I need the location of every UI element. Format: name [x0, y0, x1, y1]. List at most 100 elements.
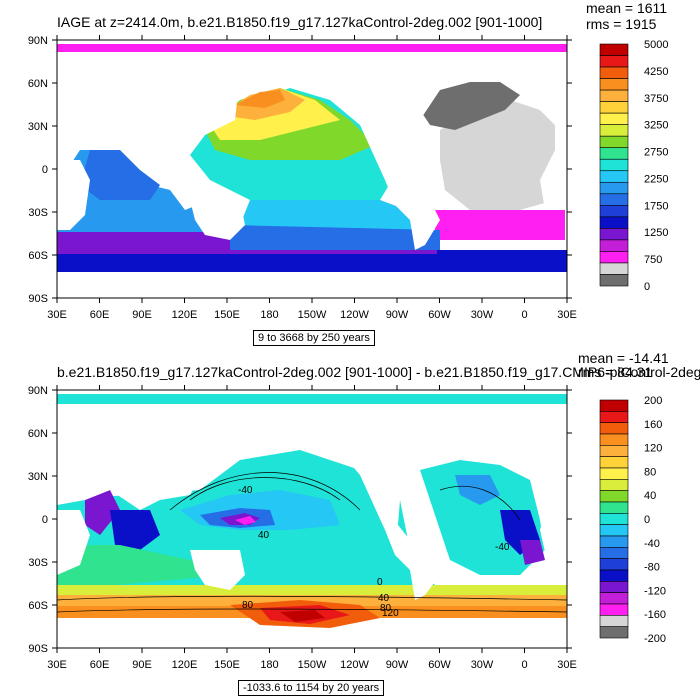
contour-label: 40 — [258, 530, 270, 541]
colorbar-swatch — [599, 422, 629, 435]
top-chart-panel: IAGE at z=2414.0m, b.e21.B1850.f19_g17.1… — [28, 0, 668, 346]
colorbar-label: 3250 — [644, 120, 668, 132]
contour-label: 40 — [378, 593, 390, 604]
colorbar-swatch — [599, 535, 629, 548]
colorbar-swatch — [599, 55, 629, 68]
colorbar-swatch — [599, 433, 629, 446]
colorbar-label: 1250 — [644, 227, 668, 239]
colorbar-swatch — [599, 569, 629, 582]
bottom-map-svg: -40 40 0 40 80 120 80 -40 30E 60E 90E 120E 1… — [28, 385, 666, 671]
colorbar-swatch — [599, 89, 629, 102]
land-mass — [520, 445, 567, 565]
field-region — [435, 210, 565, 240]
colorbar-swatch — [599, 112, 629, 125]
y-tick-label: 90N — [28, 385, 48, 397]
x-tick-label: 90E — [132, 309, 152, 321]
colorbar-label: -120 — [644, 585, 666, 597]
x-tick-label: 60W — [428, 309, 451, 321]
colorbar-swatch — [599, 626, 629, 639]
colorbar-swatch — [599, 170, 629, 183]
field-region — [57, 545, 230, 590]
y-tick-label: 60N — [28, 78, 48, 90]
colorbar-swatch — [599, 251, 629, 264]
colorbar-label: 40 — [644, 490, 656, 502]
colorbar-swatch — [599, 479, 629, 491]
x-tick-label: 30W — [471, 309, 494, 321]
colorbar: 200 160 120 80 40 0 -40 -80 -120 -160 -200 — [599, 395, 666, 645]
colorbar-label: 2750 — [644, 147, 668, 159]
colorbar-swatch — [599, 43, 629, 56]
colorbar-swatch — [599, 101, 629, 114]
colorbar-label: 3750 — [644, 93, 668, 105]
colorbar-label: 0 — [644, 281, 650, 293]
rms-stat: rms = 84.31 — [578, 364, 653, 380]
colorbar-label: 750 — [644, 254, 662, 266]
chart-title: b.e21.B1850.f19_g17.127kaControl-2deg.00… — [57, 364, 700, 380]
land-mass — [300, 60, 440, 250]
y-tick-label: 30S — [28, 207, 48, 219]
colorbar-swatch — [599, 456, 629, 469]
x-tick-label: 150E — [214, 309, 240, 321]
colorbar-swatch — [599, 78, 629, 91]
colorbar-swatch — [599, 490, 629, 503]
field-region — [57, 44, 567, 52]
y-tick-label: 30N — [28, 121, 48, 133]
bottom-field — [57, 390, 567, 648]
x-tick-label: 120W — [340, 659, 369, 671]
contour-label: -40 — [238, 485, 253, 496]
colorbar-swatch — [599, 135, 629, 149]
land-mass — [57, 410, 240, 510]
colorbar-swatch — [599, 501, 629, 514]
colorbar-label: 200 — [644, 395, 662, 407]
land-mass — [57, 58, 240, 160]
colorbar-swatch — [599, 467, 629, 480]
mean-stat: mean = 1611 — [586, 0, 668, 16]
contour-range-label: -1033.6 to 1154 by 20 years — [238, 680, 385, 696]
land-mass — [190, 550, 245, 590]
colorbar-label: -200 — [644, 633, 666, 645]
field-region — [235, 90, 285, 108]
field-region — [280, 610, 325, 622]
x-tick-label: 30E — [47, 309, 67, 321]
x-tick-label: 30W — [471, 659, 494, 671]
contour-label: -40 — [495, 542, 510, 553]
field-region — [110, 510, 160, 550]
colorbar-swatch — [599, 581, 629, 593]
y-tick-label: 90S — [28, 643, 48, 655]
colorbar-swatch — [599, 158, 629, 172]
colorbar-label: 80 — [644, 466, 656, 478]
field-region — [85, 490, 120, 535]
colorbar-swatch — [599, 547, 629, 559]
land-mass — [300, 410, 440, 600]
rms-stat: rms = 1915 — [586, 16, 657, 32]
colorbar-label: -40 — [644, 538, 660, 550]
top-map-svg: 30E 60E 90E 120E 150E 180 150W 120W 90W 60W 30W 0 30… — [28, 35, 668, 321]
colorbar-swatch — [599, 411, 629, 423]
x-tick-label: 30E — [557, 309, 577, 321]
x-tick-label: 120E — [172, 659, 198, 671]
colorbar-swatch — [599, 205, 629, 218]
land-mass — [57, 160, 90, 230]
y-tick-label: 90S — [28, 293, 48, 305]
colorbar-label: 120 — [644, 443, 662, 455]
x-tick-label: 60E — [90, 309, 110, 321]
chart-title: IAGE at z=2414.0m, b.e21.B1850.f19_g17.1… — [57, 14, 543, 30]
colorbar-swatch — [599, 615, 629, 627]
contour-label: 80 — [380, 603, 392, 614]
mean-stat: mean = -14.41 — [578, 350, 669, 366]
y-tick-label: 60S — [28, 250, 48, 262]
colorbar-label: -160 — [644, 609, 666, 621]
x-tick-label: 90E — [132, 659, 152, 671]
colorbar-swatch — [599, 239, 629, 252]
y-tick-label: 30S — [28, 557, 48, 569]
x-tick-label: 0 — [521, 659, 527, 671]
y-tick-label: 60S — [28, 600, 48, 612]
axes: 30E 60E 90E 120E 150E 180 150W 120W 90W 60W 30W 0 30… — [28, 385, 577, 671]
field-region — [230, 225, 440, 250]
y-tick-label: 60N — [28, 428, 48, 440]
y-tick-label: 0 — [42, 164, 48, 176]
colorbar-swatch — [599, 262, 629, 275]
y-tick-label: 90N — [28, 35, 48, 47]
x-tick-label: 90W — [386, 309, 409, 321]
x-tick-label: 30E — [557, 659, 577, 671]
